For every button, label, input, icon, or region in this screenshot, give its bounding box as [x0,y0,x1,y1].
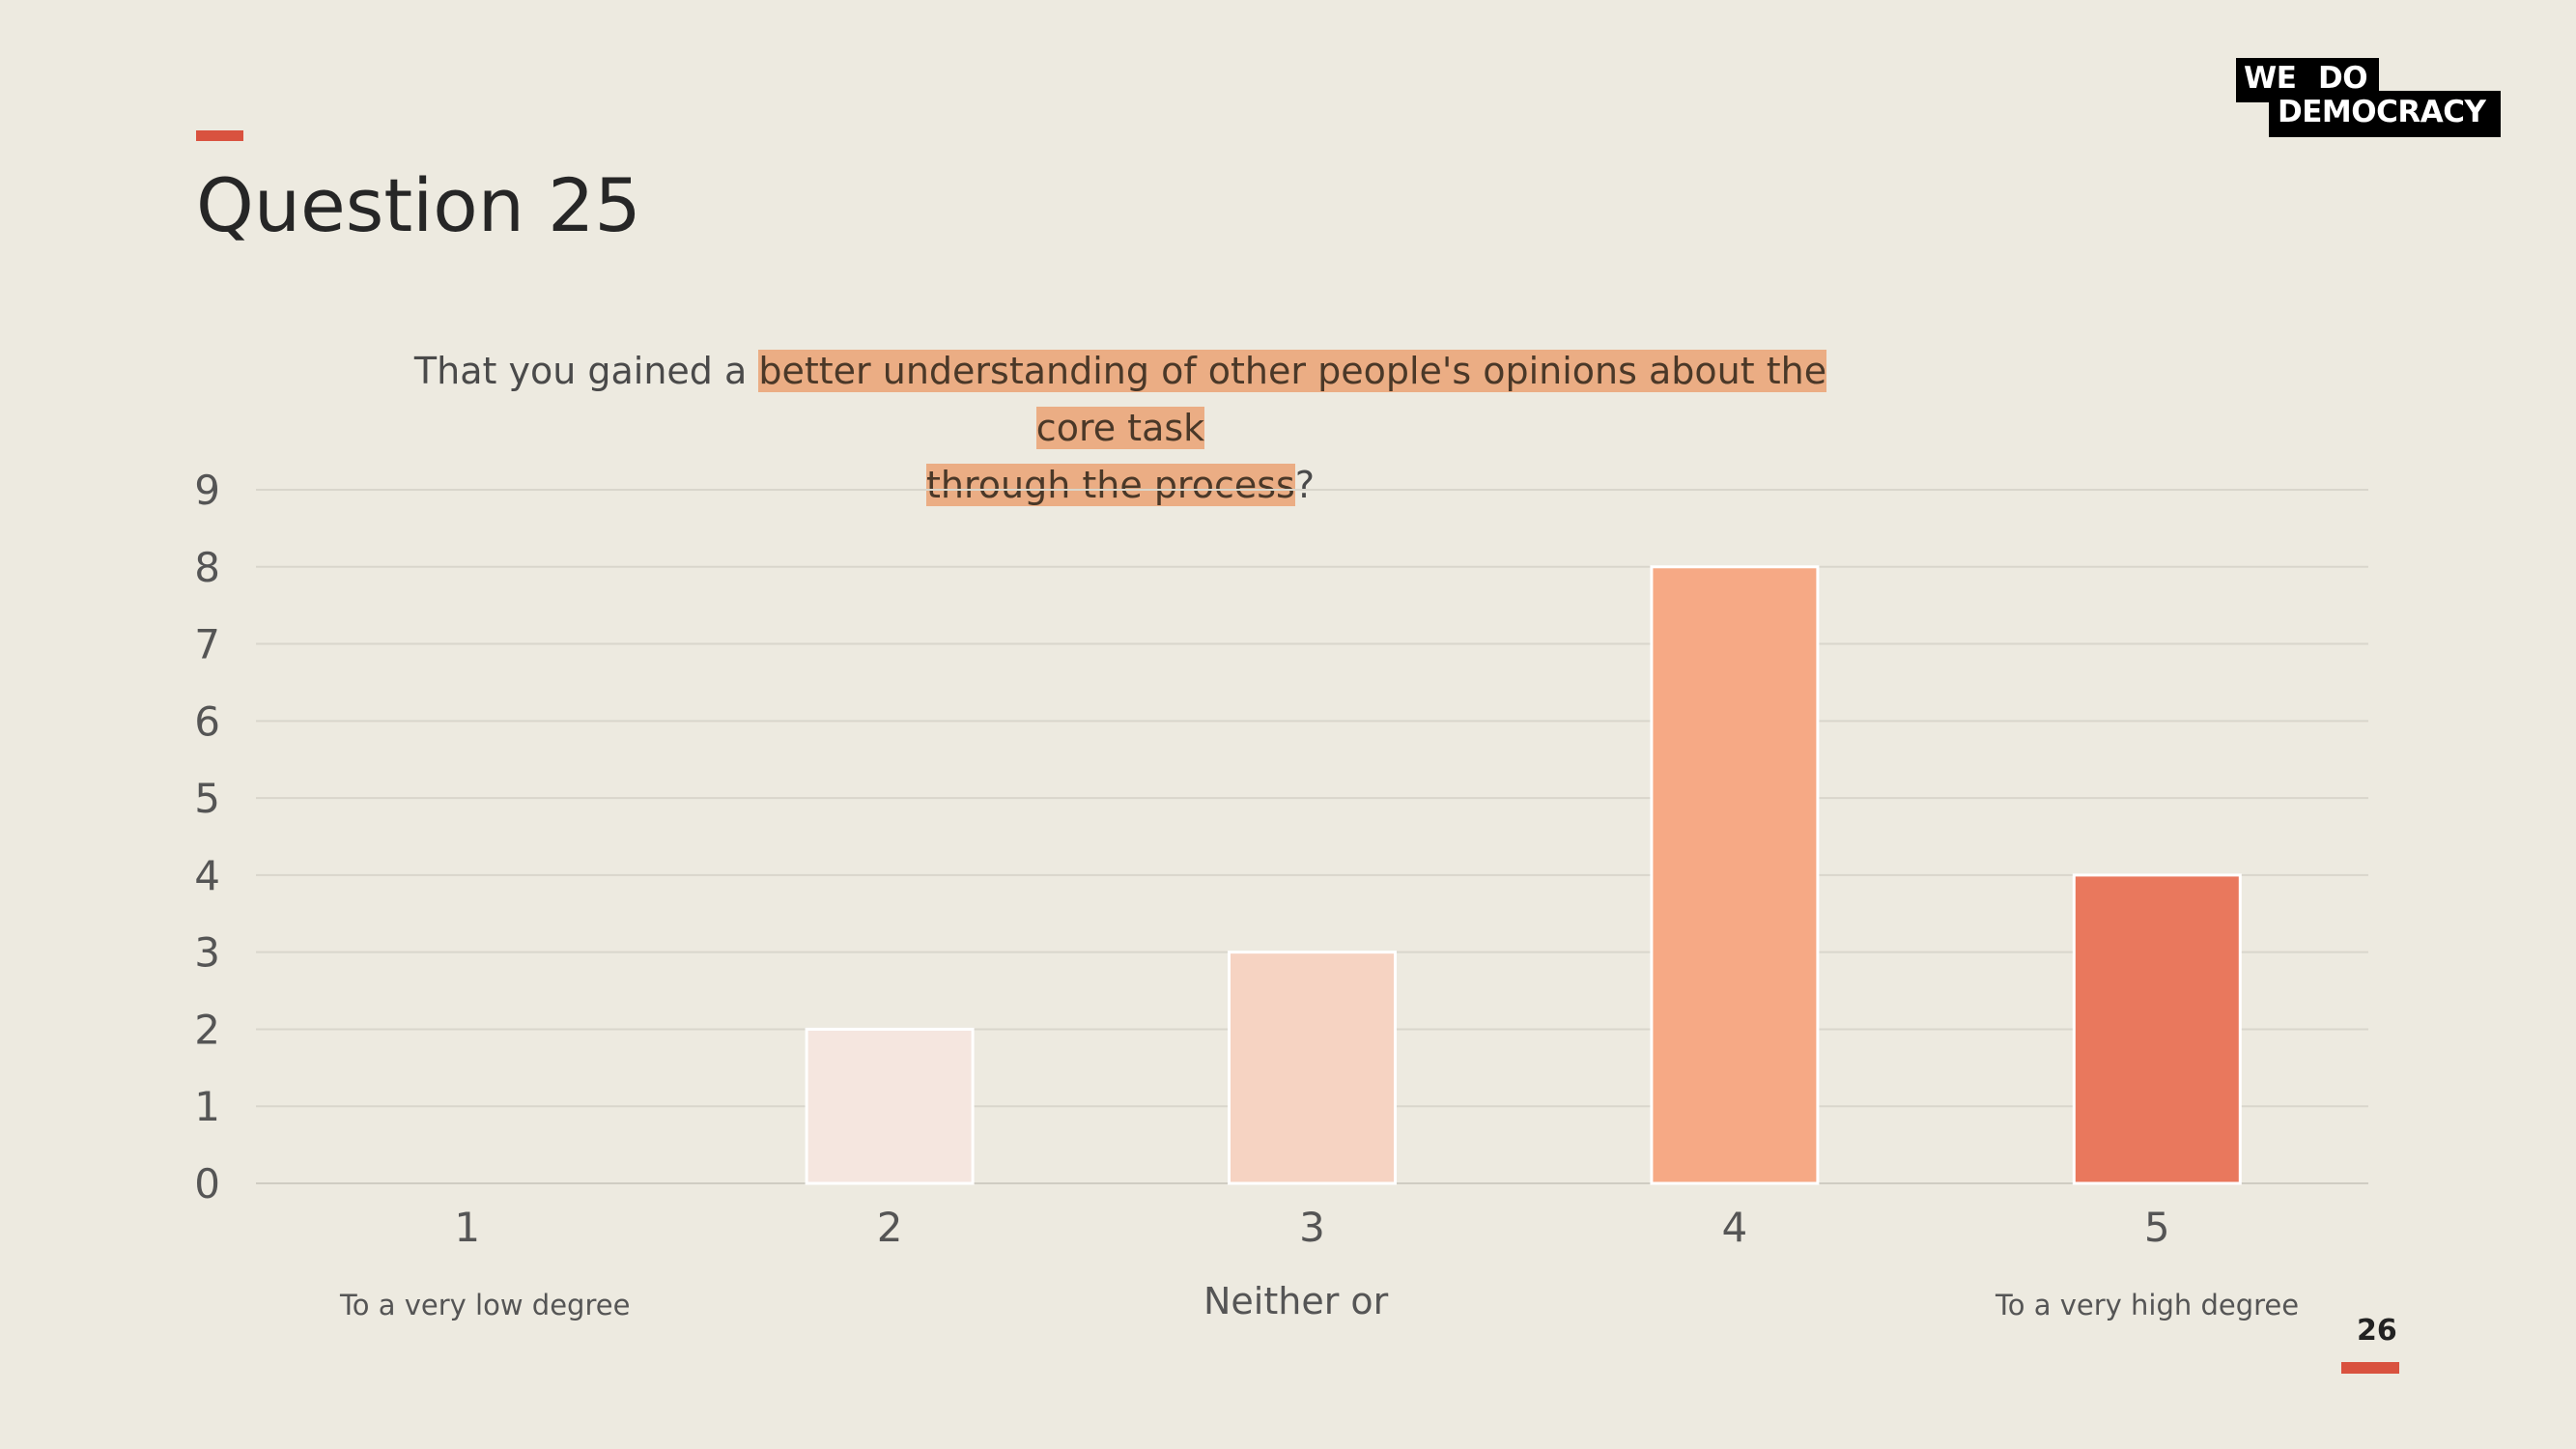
y-tick-label: 6 [194,697,220,745]
x-tick-label: 4 [1722,1204,1748,1251]
title-accent-bar [196,130,243,141]
bar [1650,565,1820,1185]
question-prefix: That you gained a [413,350,759,392]
bar [805,1027,975,1185]
page-accent-bar [2341,1362,2399,1374]
logo-text-we: WE [2244,61,2297,96]
bar [2072,873,2242,1185]
x-tick-label: 1 [454,1204,480,1251]
bar [1228,951,1397,1185]
y-tick-label: 5 [194,775,220,822]
y-tick-label: 9 [194,467,220,514]
x-tick-label: 2 [877,1204,903,1251]
y-tick-label: 7 [194,621,220,668]
x-tick-label: 5 [2144,1204,2170,1251]
question-text: That you gained a better understanding o… [386,343,1854,514]
logo-text-democracy: DEMOCRACY [2278,95,2486,129]
scale-anchor-low: To a very low degree [340,1289,631,1321]
y-tick-label: 3 [194,929,220,977]
question-suffix: ? [1294,464,1316,506]
y-tick-label: 2 [194,1006,220,1053]
y-tick-label: 0 [194,1160,220,1208]
x-tick-label: 3 [1299,1204,1325,1251]
scale-anchor-high: To a very high degree [1996,1289,2300,1321]
question-highlight-2: through the process [925,464,1295,506]
y-tick-label: 4 [194,852,220,899]
scale-anchor-mid: Neither or [1203,1280,1389,1322]
y-tick-label: 8 [194,544,220,591]
y-tick-label: 1 [194,1083,220,1130]
we-do-democracy-logo: WE DO DEMOCRACY [2236,58,2501,137]
logo-text-do: DO [2318,61,2368,96]
page-number: 26 [2357,1314,2397,1348]
page-title: Question 25 [196,162,641,248]
